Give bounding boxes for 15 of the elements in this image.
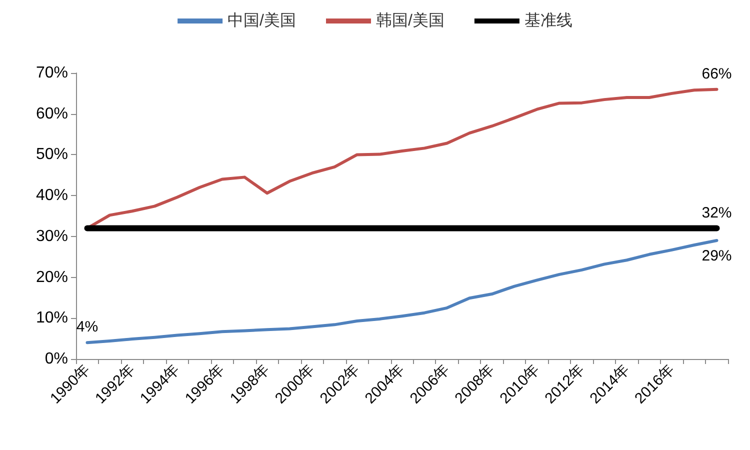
y-tick-label: 30% xyxy=(36,228,68,245)
y-tick-label: 60% xyxy=(36,105,68,122)
y-tick-label: 70% xyxy=(36,64,68,82)
y-tick-label: 20% xyxy=(36,268,68,286)
data-label: 4% xyxy=(76,318,98,336)
legend-label: 韩国/美国 xyxy=(376,12,444,30)
data-label: 32% xyxy=(702,204,732,222)
legend-label: 中国/美国 xyxy=(228,12,296,30)
y-tick-label: 40% xyxy=(36,187,68,204)
data-label: 66% xyxy=(702,65,732,82)
data-label: 29% xyxy=(702,248,732,265)
legend-label: 基准线 xyxy=(524,12,572,30)
y-tick-label: 10% xyxy=(36,310,68,327)
y-tick-label: 0% xyxy=(44,350,68,368)
y-tick-label: 50% xyxy=(36,146,68,164)
